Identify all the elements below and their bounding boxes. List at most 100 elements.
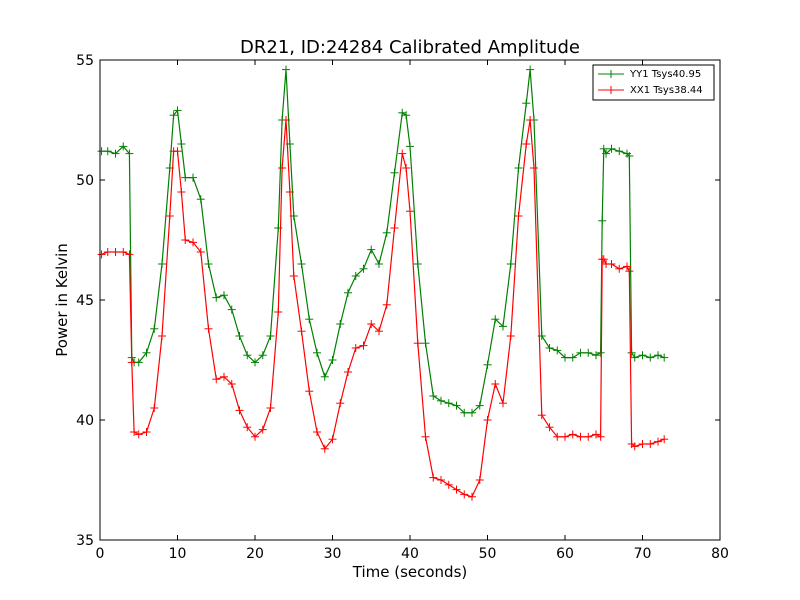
series-1-point-32 — [297, 327, 306, 336]
x-tick-label-8: 80 — [711, 546, 729, 562]
series-1-point-53 — [452, 485, 461, 494]
series-0-point-37 — [336, 320, 345, 328]
series-1-point-65 — [537, 411, 546, 420]
legend: YY1 Tsys40.95 XX1 Tsys38.44 — [592, 64, 715, 101]
series-1-point-18 — [204, 324, 213, 333]
series-1-point-16 — [189, 238, 197, 247]
series-0-point-76 — [602, 149, 611, 158]
series-1-point-56 — [475, 476, 484, 484]
series-1-point-40 — [359, 341, 368, 350]
series-1-point-46 — [402, 164, 411, 172]
series-1-point-42 — [375, 327, 383, 336]
x-tick-label-4: 40 — [401, 546, 419, 562]
series-1-point-26 — [266, 404, 275, 412]
series-1-point-66 — [545, 423, 554, 432]
series-1-point-68 — [561, 432, 569, 441]
series-0-point-81 — [627, 348, 636, 357]
series-1-point-21 — [227, 380, 236, 388]
series-0-point-60 — [506, 260, 515, 268]
series-0-point-12 — [169, 111, 178, 120]
y-axis-label: Power in Kelvin — [53, 243, 71, 357]
series-0-point-54 — [460, 408, 469, 417]
series-1-point-34 — [313, 428, 321, 436]
series-1-point-79 — [623, 262, 631, 271]
legend-label-xx1: XX1 Tsys38.44 — [630, 85, 703, 96]
series-0-point-20 — [220, 291, 228, 300]
series-1-point-23 — [243, 423, 252, 432]
x-tick-label-1: 10 — [169, 546, 187, 562]
series-0-point-50 — [429, 392, 438, 400]
series-1-point-10 — [158, 332, 166, 340]
series-0-point-58 — [491, 315, 500, 324]
series-1-point-29 — [282, 116, 290, 124]
series-1-point-14 — [177, 188, 186, 196]
series-0-point-38 — [344, 288, 352, 297]
series-0-point-77 — [607, 144, 616, 153]
series-1-point-58 — [491, 380, 500, 388]
y-tick-label-0: 35 — [76, 533, 94, 549]
series-0-point-49 — [421, 339, 430, 348]
x-axis-label: Time (seconds) — [352, 563, 468, 581]
series-0-point-75 — [599, 144, 608, 153]
series-1-point-36 — [328, 435, 337, 444]
series-0-point-46 — [402, 111, 411, 120]
series-0-point-47 — [406, 142, 414, 151]
series-0-point-2 — [111, 149, 120, 158]
y-tick-label-4: 55 — [76, 53, 94, 69]
series-1-point-9 — [150, 404, 159, 412]
series-0-point-39 — [351, 272, 360, 280]
series-0-point-52 — [444, 399, 453, 408]
series-0-point-70 — [576, 348, 585, 357]
series-0-point-53 — [452, 401, 461, 410]
series-1-point-27 — [274, 308, 283, 316]
series-1-point-2 — [111, 248, 120, 256]
series-0-point-72 — [592, 351, 600, 360]
series-0-point-24 — [251, 358, 259, 367]
plot-frame — [99, 59, 721, 541]
series-0-point-41 — [367, 245, 376, 254]
series-1-point-0 — [97, 250, 106, 259]
x-tick-label-3: 30 — [324, 546, 342, 562]
series-1-point-54 — [460, 490, 469, 499]
series-0-point-1 — [103, 147, 112, 156]
series-1-point-24 — [251, 432, 259, 441]
series-1-point-62 — [522, 140, 531, 148]
x-tick-label-0: 0 — [96, 546, 105, 562]
series-1-point-60 — [506, 332, 515, 340]
series-0-point-34 — [313, 348, 321, 357]
series-1-point-63 — [526, 116, 535, 124]
series-1-point-72 — [592, 430, 600, 439]
series-1-point-38 — [344, 368, 352, 376]
series-1-point-55 — [468, 492, 476, 501]
series-0-point-66 — [545, 344, 554, 352]
series-1-point-1 — [103, 248, 112, 256]
series-0-point-23 — [243, 351, 252, 360]
series-1-point-19 — [212, 375, 221, 384]
x-tick-label-5: 50 — [479, 546, 497, 562]
series-1-point-22 — [235, 406, 244, 415]
series-0-point-43 — [382, 228, 391, 237]
series-1-point-73 — [596, 432, 605, 441]
series-0-point-42 — [375, 260, 383, 268]
series-layer — [97, 65, 669, 501]
series-1-point-49 — [421, 432, 430, 441]
series-1-point-44 — [390, 224, 399, 232]
series-1-point-85 — [654, 437, 662, 446]
series-0-point-74 — [598, 216, 607, 225]
series-0-point-21 — [227, 305, 236, 314]
series-1-point-15 — [181, 236, 190, 244]
series-1-point-52 — [444, 480, 453, 489]
series-0-point-4 — [125, 149, 134, 158]
series-1-point-35 — [320, 444, 329, 453]
series-1-point-25 — [258, 425, 267, 434]
series-1-point-59 — [499, 399, 507, 408]
series-1-point-51 — [437, 476, 445, 484]
series-0-point-56 — [475, 401, 484, 410]
series-0-point-17 — [196, 195, 205, 204]
series-0-point-85 — [654, 351, 662, 360]
series-1-point-69 — [568, 430, 577, 439]
series-0-point-7 — [134, 358, 143, 367]
series-1-point-17 — [196, 248, 205, 256]
series-1-point-11 — [165, 212, 174, 220]
